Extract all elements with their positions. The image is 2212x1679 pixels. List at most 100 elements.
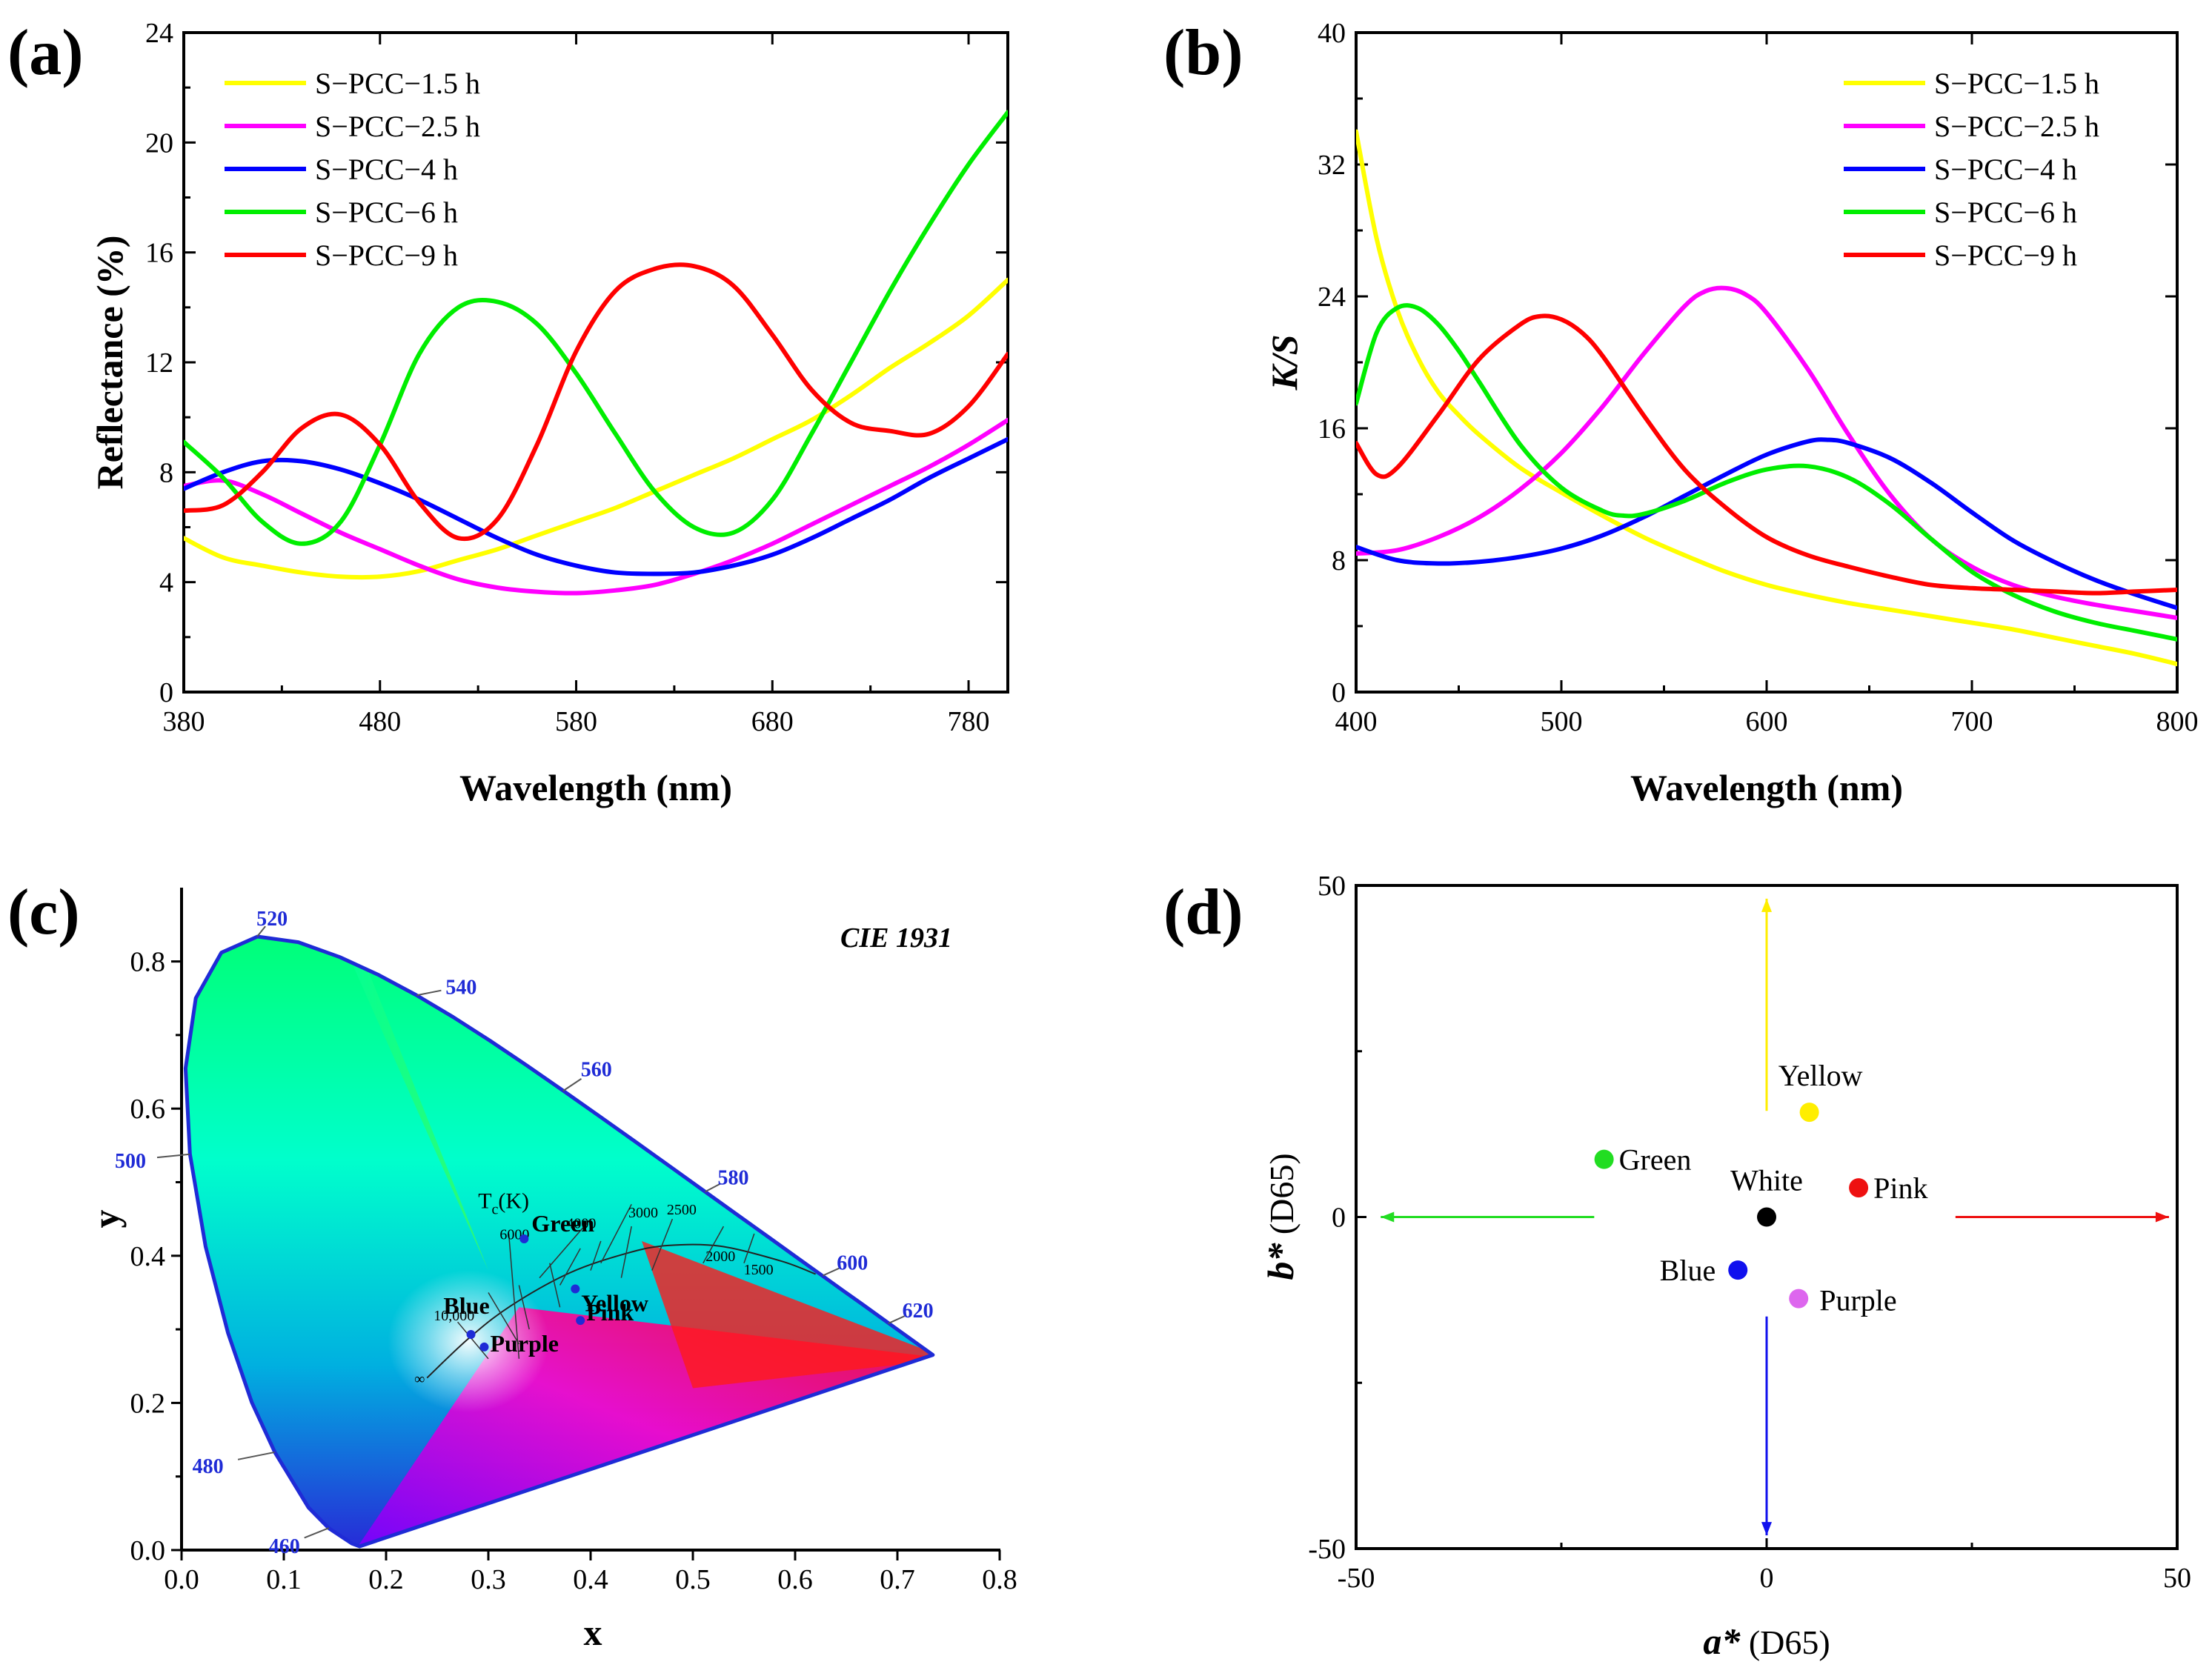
cct-leader-4000: [539, 1218, 591, 1279]
lab-points: Yellow Green Pink White Blue Purple: [1594, 1059, 1927, 1317]
iso-temp-line: [518, 1285, 530, 1330]
panel-b-ks-chart: (b) 400 500 600 700 800 0 8 16 24 32 40 S−PCC−1.5 …: [1163, 17, 2199, 808]
lab-point-label-pink: Pink: [1873, 1171, 1927, 1205]
wavelength-tick: [237, 1451, 275, 1460]
wavelength-label-500: 500: [115, 1150, 146, 1173]
series-line-1: [184, 277, 1008, 580]
iso-temp-line: [590, 1240, 602, 1271]
tc-label-unit: (K): [498, 1188, 529, 1213]
legend-label-2: S−PCC−2.5 h: [1934, 110, 2099, 143]
panel-label-a: (a): [7, 17, 84, 89]
lab-point-pink: [1849, 1178, 1869, 1198]
y-tick-label: 50: [1318, 871, 1346, 902]
axis-ticks-d: -50 0 50 -50 0 50: [1308, 871, 2191, 1594]
cct-label: 1500: [744, 1262, 774, 1278]
cie-point-green: [519, 1234, 529, 1243]
tc-label: Tc(K): [478, 1188, 529, 1217]
panel-c-cie-chart: (c) 0.0 0.1 0.2 0.3 0.4 0.5 0.6 0.7 0.8 0.0 0.2 0.4…: [7, 877, 1017, 1653]
x-axis-title-d-suffix: (D65): [1740, 1623, 1830, 1661]
y-tick-label: 20: [145, 127, 173, 159]
legend-label-1: S−PCC−1.5 h: [1934, 67, 2099, 100]
panel-label-c: (c): [7, 877, 80, 948]
cie-point-label-blue: Blue: [443, 1292, 489, 1319]
x-tick-label: 0.1: [266, 1564, 302, 1595]
arrow-up-head: [1761, 898, 1772, 912]
iso-temp-line: [549, 1263, 561, 1308]
x-tick-label: 0.8: [982, 1564, 1017, 1595]
legend-label-3: S−PCC−4 h: [315, 153, 458, 186]
y-axis-title-c: y: [85, 1210, 127, 1229]
series-line-5: [184, 262, 1008, 542]
y-tick-label: 16: [145, 238, 173, 269]
arrow-down-head: [1761, 1522, 1772, 1536]
x-tick-label: 0.7: [880, 1564, 915, 1595]
x-tick-label: 0: [1760, 1563, 1774, 1594]
lab-point-label-green: Green: [1619, 1143, 1692, 1177]
y-tick-label: 0.2: [130, 1388, 166, 1419]
arrow-right-head: [2155, 1211, 2169, 1223]
x-tick-label: 580: [555, 706, 597, 737]
wavelength-label-480: 480: [193, 1455, 224, 1478]
axis-ticks-a: 380 480 580 680 780 0 4 8 12 16 20 24: [145, 18, 1008, 737]
legend-label-5: S−PCC−9 h: [315, 239, 458, 272]
x-axis-title-d-main: a*: [1703, 1620, 1741, 1662]
x-axis-title-c: x: [584, 1612, 602, 1653]
series-line-4: [1356, 303, 2177, 642]
wavelength-tick: [562, 1078, 582, 1092]
legend-b: S−PCC−1.5 h S−PCC−2.5 h S−PCC−4 h S−PCC−6 h…: [1844, 67, 2099, 272]
lab-point-label-purple: Purple: [1819, 1284, 1896, 1317]
iso-temp-line: [559, 1248, 581, 1286]
y-tick-label: 16: [1318, 413, 1346, 445]
y-axis-title-d-main: b*: [1260, 1243, 1301, 1280]
wavelength-tick: [822, 1267, 840, 1277]
iso-temp-line: [457, 1321, 489, 1360]
series-line-2: [184, 417, 1008, 596]
axis-ticks-c: 0.0 0.1 0.2 0.3 0.4 0.5 0.6 0.7 0.8 0.0 0.2 0.4 0.6 0…: [130, 947, 1017, 1595]
legend-label-1: S−PCC−1.5 h: [315, 67, 480, 100]
x-tick-label: 0.6: [777, 1564, 813, 1595]
wavelength-tick: [888, 1315, 905, 1325]
cie-point-label-green: Green: [531, 1210, 594, 1237]
cie-point-label-pink: Pink: [586, 1299, 634, 1326]
wavelength-label-520: 520: [256, 908, 288, 931]
lab-point-blue: [1728, 1260, 1748, 1280]
y-tick-label: 0.0: [130, 1535, 166, 1566]
cie-title: CIE 1931: [840, 922, 952, 954]
cct-label: 2500: [667, 1202, 697, 1218]
x-tick-label: 700: [1951, 706, 1993, 737]
wavelength-label-460: 460: [269, 1535, 300, 1558]
lab-point-white: [1757, 1207, 1776, 1227]
axis-arrows-d: [1381, 898, 2169, 1536]
x-tick-label: -50: [1338, 1563, 1375, 1594]
y-tick-label: 0: [159, 677, 173, 708]
x-tick-label: 0.5: [675, 1564, 711, 1595]
y-tick-label: 8: [159, 457, 173, 488]
series-line-4: [184, 110, 1008, 546]
spectral-locus-outline: [183, 934, 935, 1549]
legend-label-2: S−PCC−2.5 h: [315, 110, 480, 143]
lab-point-label-blue: Blue: [1660, 1254, 1716, 1287]
wavelength-tick: [156, 1153, 190, 1159]
lab-point-label-yellow: Yellow: [1778, 1059, 1863, 1092]
cct-label: 3000: [628, 1205, 658, 1221]
cct-label: ∞: [414, 1372, 425, 1388]
panel-label-d: (d): [1163, 877, 1243, 948]
x-tick-label: 400: [1335, 706, 1378, 737]
panel-label-b: (b): [1163, 17, 1243, 89]
wavelength-label-560: 560: [581, 1058, 612, 1081]
x-tick-label: 680: [751, 706, 794, 737]
y-axis-title-a: Reflectance (%): [89, 236, 130, 490]
x-tick-label: 0.2: [368, 1564, 404, 1595]
y-axis-title-d-suffix: (D65): [1263, 1153, 1301, 1243]
legend-label-3: S−PCC−4 h: [1934, 153, 2077, 186]
cct-label: 10,000: [434, 1308, 474, 1324]
arrow-left-head: [1381, 1211, 1395, 1223]
y-tick-label: 8: [1332, 545, 1346, 576]
x-tick-label: 0.3: [471, 1564, 506, 1595]
wavelength-label-540: 540: [445, 976, 476, 999]
y-tick-label: 0.8: [130, 947, 166, 978]
iso-temp-line: [651, 1218, 674, 1271]
wavelength-tick: [705, 1183, 721, 1193]
lab-point-label-white: White: [1730, 1164, 1803, 1197]
